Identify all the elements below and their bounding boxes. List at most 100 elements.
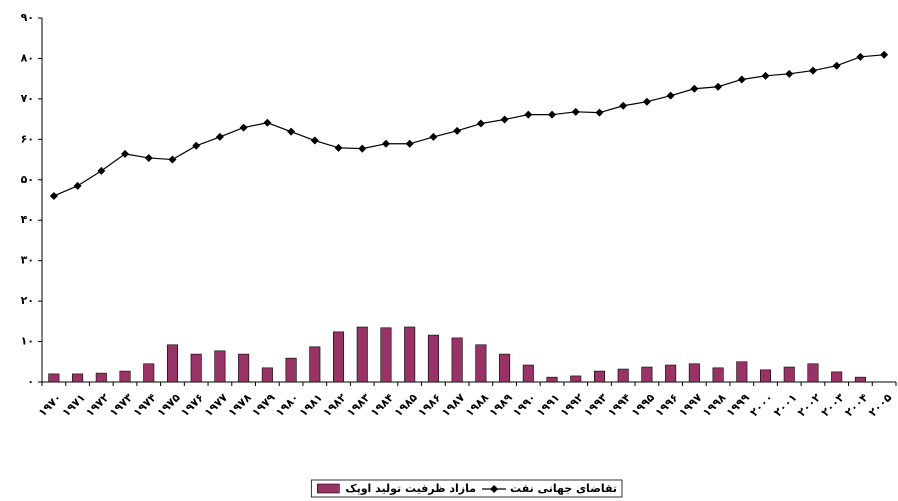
legend-label: مازاد ظرفیت تولید اوپک	[345, 482, 476, 495]
x-tick-label: ۱۹۷۴	[131, 391, 159, 419]
y-tick-label: ۹۰	[21, 11, 34, 24]
x-tick-label: ۱۹۹۹	[724, 391, 752, 419]
marker	[571, 107, 580, 116]
bar	[166, 344, 178, 383]
x-tick-label: ۱۹۷۵	[155, 391, 183, 419]
line	[53, 54, 885, 197]
bar	[475, 344, 487, 383]
bar	[712, 367, 724, 383]
bar	[570, 375, 582, 383]
bar	[190, 353, 202, 383]
marker	[239, 123, 248, 132]
bar	[499, 353, 511, 383]
marker	[500, 115, 509, 124]
bar	[285, 357, 297, 383]
marker	[287, 127, 296, 136]
y-tick-label: ۵۰	[21, 173, 34, 186]
bar	[807, 363, 819, 383]
marker	[334, 143, 343, 152]
marker	[310, 136, 319, 145]
bar	[617, 368, 629, 383]
marker	[642, 97, 651, 106]
bar	[665, 364, 677, 383]
marker	[49, 191, 58, 200]
marker	[785, 69, 794, 78]
marker	[73, 181, 82, 190]
bar	[72, 373, 84, 383]
bar	[522, 364, 534, 383]
x-tick-label: ۲۰۰۵	[866, 391, 894, 419]
bar	[380, 327, 392, 383]
marker	[144, 153, 153, 162]
marker	[737, 75, 746, 84]
bar	[309, 346, 321, 383]
legend-swatch	[317, 483, 340, 494]
x-tick-label: ۲۰۰۲	[795, 391, 823, 419]
y-tick-label: ۲۰	[21, 294, 34, 307]
legend: تقاضای جهانی نفت مازاد ظرفیت تولید اوپک	[310, 479, 623, 498]
x-tick-label: ۱۹۷۹	[249, 391, 277, 419]
bar	[831, 371, 843, 383]
marker	[761, 71, 770, 80]
x-tick-label: ۱۹۸۷	[439, 391, 467, 419]
bar	[854, 376, 866, 383]
marker	[453, 126, 462, 135]
marker	[215, 132, 224, 141]
x-tick-label: ۱۹۷۰	[36, 391, 64, 419]
marker	[832, 61, 841, 70]
x-tick-label: ۱۹۸۴	[368, 391, 396, 419]
legend-label: تقاضای جهانی نفت	[510, 482, 617, 495]
bar	[119, 370, 131, 383]
x-tick-label: ۱۹۷۲	[83, 391, 111, 419]
bar	[427, 334, 439, 383]
x-tick-label: ۱۹۹۷	[676, 391, 704, 419]
marker	[714, 82, 723, 91]
x-tick-label: ۱۹۸۸	[463, 391, 491, 419]
x-tick-label: ۱۹۹۴	[605, 391, 633, 419]
y-tick-label: ۳۰	[21, 254, 34, 267]
x-tick-label: ۱۹۷۳	[107, 391, 135, 419]
x-tick-label: ۱۹۸۹	[487, 391, 515, 419]
bar	[546, 376, 558, 383]
x-tick-label: ۲۰۰۰	[748, 391, 776, 419]
marker	[192, 141, 201, 150]
bar	[736, 361, 748, 383]
marker	[429, 132, 438, 141]
bar	[760, 369, 772, 383]
x-tick-label: ۱۹۷۸	[226, 391, 254, 419]
marker	[619, 101, 628, 110]
y-tick-label: ۴۰	[21, 213, 34, 226]
bar	[48, 373, 60, 383]
x-tick-label: ۱۹۹۰	[510, 391, 538, 419]
marker	[263, 118, 272, 127]
marker	[358, 144, 367, 153]
bar	[238, 353, 250, 383]
bar	[593, 370, 605, 383]
bar	[261, 367, 273, 383]
marker	[856, 52, 865, 61]
x-tick-label: ۱۹۸۳	[344, 391, 372, 419]
x-tick-label: ۲۰۰۴	[842, 391, 870, 419]
bar	[783, 366, 795, 383]
marker	[405, 139, 414, 148]
x-tick-label: ۱۹۸۱	[297, 391, 325, 419]
x-tick-label: ۱۹۹۱	[534, 391, 562, 419]
legend-marker	[490, 485, 499, 493]
marker	[168, 155, 177, 164]
x-tick-label: ۱۹۸۲	[321, 391, 349, 419]
legend-box	[310, 479, 623, 498]
x-tick-label: ۱۹۸۰	[273, 391, 301, 419]
bar	[451, 337, 463, 383]
bar	[641, 366, 653, 383]
bar	[143, 363, 155, 383]
x-tick-label: ۱۹۹۲	[558, 391, 586, 419]
bar	[356, 326, 368, 383]
bar	[688, 363, 700, 383]
y-tick-label: ۸۰	[21, 51, 34, 64]
marker	[97, 166, 106, 175]
bar	[333, 331, 345, 383]
x-tick-label: ۱۹۹۶	[653, 391, 681, 419]
y-tick-label: ۶۰	[21, 132, 34, 145]
marker	[880, 50, 889, 59]
